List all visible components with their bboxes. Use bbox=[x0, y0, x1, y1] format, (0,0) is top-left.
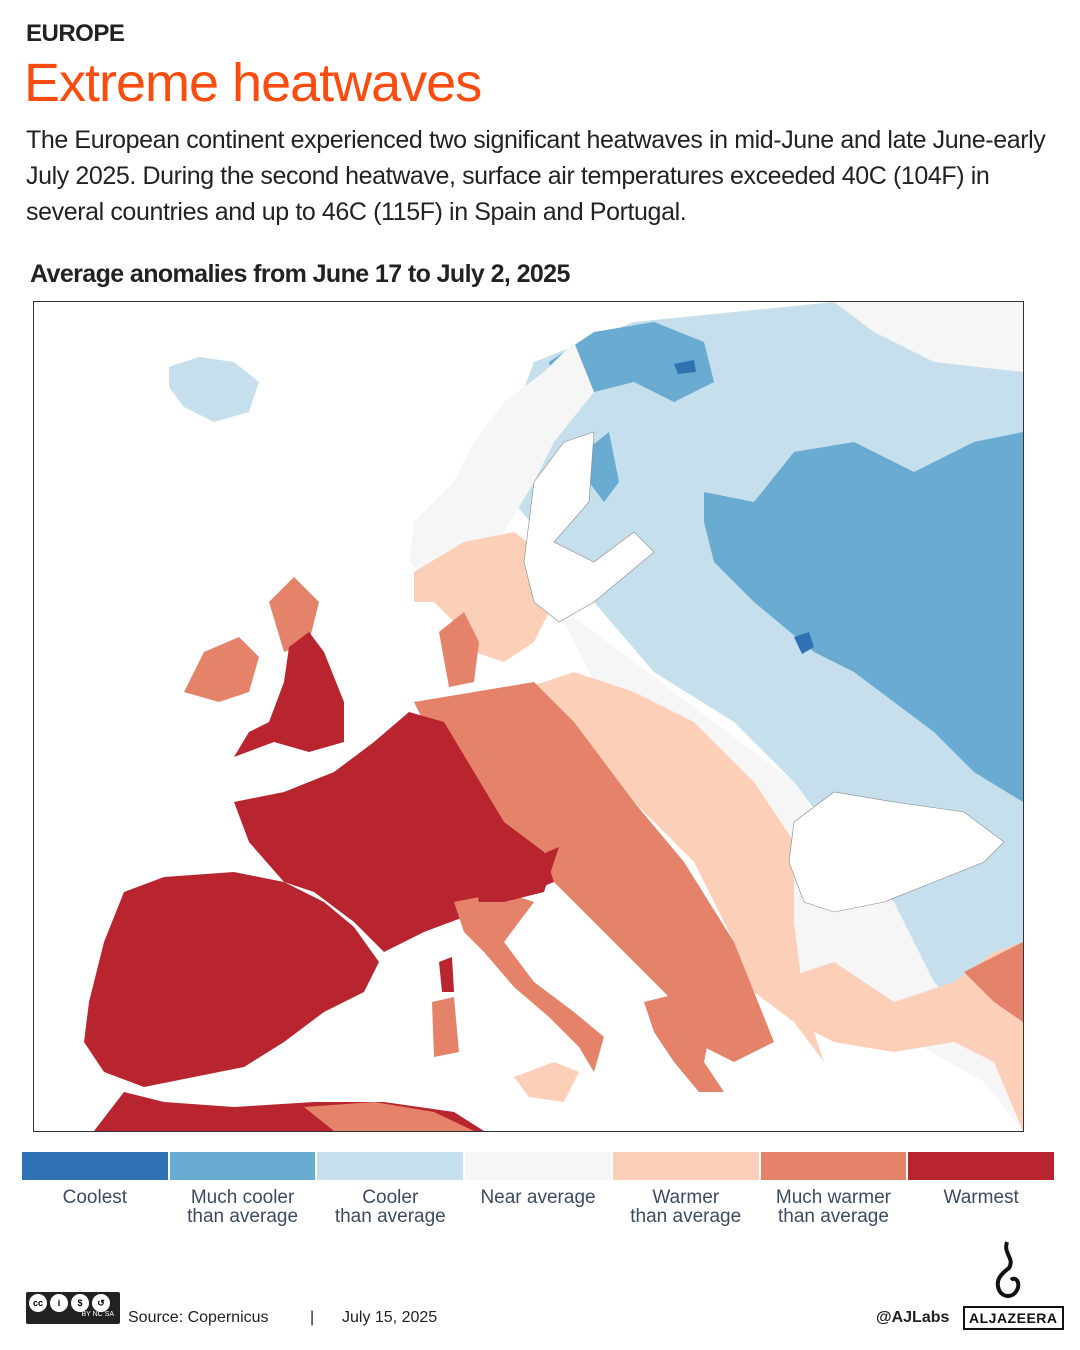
legend-swatch bbox=[908, 1152, 1055, 1180]
region-iberia bbox=[84, 872, 379, 1087]
source-credit: Source: Copernicus bbox=[128, 1309, 269, 1326]
region-much-cooler-north bbox=[549, 322, 714, 402]
region-turkey bbox=[774, 942, 1023, 1131]
region-kicker: EUROPE bbox=[26, 20, 125, 47]
creative-commons-icon: cc i $ ↺ BY NC SA bbox=[26, 1292, 120, 1324]
headline: Extreme heatwaves bbox=[24, 53, 482, 113]
region-coolest-spot bbox=[794, 632, 814, 654]
region-corsica bbox=[439, 957, 454, 992]
region-north-africa-warmer bbox=[304, 1102, 474, 1131]
region-central-much-warmer bbox=[414, 682, 774, 1062]
legend-item: Much warmer than average bbox=[760, 1152, 907, 1227]
legend-item: Cooler than average bbox=[317, 1152, 464, 1227]
black-sea bbox=[788, 791, 1005, 913]
legend-swatch bbox=[612, 1152, 759, 1180]
social-handle: @AJLabs bbox=[876, 1309, 950, 1326]
legend-item: Coolest bbox=[22, 1152, 168, 1226]
map-svg bbox=[84, 302, 1023, 1131]
region-greece bbox=[644, 992, 724, 1092]
legend-item: Warmest bbox=[908, 1152, 1055, 1226]
footer: cc i $ ↺ BY NC SA Source: Copernicus | July… bbox=[26, 1292, 1064, 1332]
legend-item: Near average bbox=[465, 1152, 611, 1226]
legend-label: Near average bbox=[480, 1187, 596, 1208]
region-italy bbox=[454, 892, 604, 1072]
legend-item: Warmer than average bbox=[612, 1152, 759, 1227]
region-near-average-north bbox=[834, 302, 1023, 372]
region-ireland bbox=[184, 637, 259, 702]
region-england bbox=[234, 632, 344, 757]
subtitle: The European continent experienced two s… bbox=[26, 126, 1046, 226]
map-title: Average anomalies from June 17 to July 2… bbox=[30, 260, 570, 288]
legend-item: Much cooler than average bbox=[169, 1152, 316, 1227]
region-east-warmer bbox=[514, 672, 824, 1062]
legend-label: Coolest bbox=[62, 1187, 128, 1208]
legend-swatch bbox=[169, 1152, 316, 1180]
europe-anomaly-map bbox=[33, 301, 1024, 1132]
footer-separator: | bbox=[310, 1309, 315, 1326]
legend-label: Much cooler than average bbox=[187, 1187, 299, 1227]
region-south-scandinavia bbox=[414, 532, 554, 662]
aljazeera-logo: ALJAZEERA bbox=[963, 1306, 1064, 1330]
region-coolest-north bbox=[674, 360, 696, 374]
license-text: BY NC SA bbox=[81, 1311, 114, 1318]
region-france bbox=[234, 712, 554, 952]
legend-label: Warmer than average bbox=[630, 1187, 742, 1227]
region-sardinia bbox=[432, 997, 459, 1057]
legend-label: Cooler than average bbox=[334, 1187, 446, 1227]
legend-swatch bbox=[465, 1152, 611, 1180]
region-scotland bbox=[269, 577, 319, 652]
legend-swatch bbox=[760, 1152, 907, 1180]
map-legend: Coolest Much cooler than average Cooler th… bbox=[22, 1152, 1055, 1227]
region-iceland bbox=[169, 357, 259, 422]
legend-label: Warmest bbox=[943, 1187, 1019, 1208]
aljazeera-emblem-icon bbox=[995, 1241, 1021, 1298]
region-denmark bbox=[439, 612, 479, 687]
region-north-italy bbox=[474, 847, 559, 902]
legend-swatch bbox=[317, 1152, 464, 1180]
legend-label: Much warmer than average bbox=[775, 1187, 891, 1227]
publish-date: July 15, 2025 bbox=[342, 1309, 438, 1326]
legend-swatch bbox=[22, 1152, 168, 1180]
region-much-cooler bbox=[704, 432, 1023, 802]
region-sicily bbox=[514, 1062, 579, 1102]
baltic-sea bbox=[523, 431, 655, 623]
region-turkey-east bbox=[964, 942, 1023, 1022]
region-norway bbox=[409, 342, 594, 582]
